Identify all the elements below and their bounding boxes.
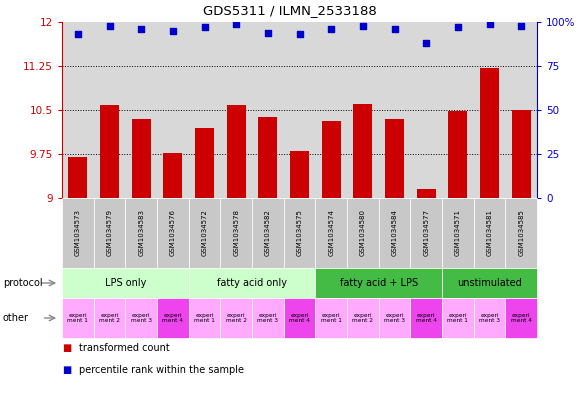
Text: ■: ■ bbox=[62, 343, 71, 353]
Bar bbox=[353, 104, 372, 198]
Text: GSM1034579: GSM1034579 bbox=[107, 209, 113, 257]
Bar bbox=[512, 110, 531, 198]
Text: protocol: protocol bbox=[3, 278, 42, 288]
Text: GSM1034578: GSM1034578 bbox=[233, 209, 239, 257]
Text: experi
ment 3: experi ment 3 bbox=[258, 313, 278, 323]
Text: GSM1034577: GSM1034577 bbox=[423, 209, 429, 257]
Bar bbox=[258, 117, 277, 198]
Text: experi
ment 1: experi ment 1 bbox=[447, 313, 468, 323]
Text: experi
ment 4: experi ment 4 bbox=[162, 313, 183, 323]
Point bbox=[73, 31, 82, 37]
Text: unstimulated: unstimulated bbox=[457, 278, 522, 288]
Text: GSM1034580: GSM1034580 bbox=[360, 209, 366, 257]
Point bbox=[200, 24, 209, 30]
Text: GSM1034571: GSM1034571 bbox=[455, 209, 461, 257]
Bar bbox=[164, 153, 182, 198]
Text: GSM1034575: GSM1034575 bbox=[296, 209, 303, 257]
Point bbox=[453, 24, 462, 30]
Bar bbox=[227, 105, 246, 198]
Text: experi
ment 1: experi ment 1 bbox=[321, 313, 342, 323]
Text: experi
ment 4: experi ment 4 bbox=[289, 313, 310, 323]
Text: GSM1034581: GSM1034581 bbox=[487, 209, 492, 257]
Text: other: other bbox=[3, 313, 29, 323]
Bar bbox=[100, 105, 119, 198]
Text: GSM1034583: GSM1034583 bbox=[138, 209, 144, 257]
Text: GSM1034574: GSM1034574 bbox=[328, 209, 334, 257]
Point bbox=[263, 29, 273, 36]
Point bbox=[517, 22, 526, 29]
Text: experi
ment 4: experi ment 4 bbox=[510, 313, 532, 323]
Text: fatty acid only: fatty acid only bbox=[217, 278, 287, 288]
Text: fatty acid + LPS: fatty acid + LPS bbox=[340, 278, 418, 288]
Bar bbox=[416, 189, 436, 198]
Text: transformed count: transformed count bbox=[79, 343, 170, 353]
Text: ■: ■ bbox=[62, 365, 71, 375]
Text: experi
ment 3: experi ment 3 bbox=[130, 313, 151, 323]
Point bbox=[327, 26, 336, 32]
Text: experi
ment 3: experi ment 3 bbox=[479, 313, 500, 323]
Text: percentile rank within the sample: percentile rank within the sample bbox=[79, 365, 244, 375]
Bar bbox=[68, 157, 88, 198]
Point bbox=[136, 26, 146, 32]
Text: GSM1034585: GSM1034585 bbox=[518, 209, 524, 257]
Bar bbox=[480, 68, 499, 198]
Text: experi
ment 3: experi ment 3 bbox=[384, 313, 405, 323]
Bar bbox=[290, 151, 309, 198]
Text: experi
ment 1: experi ment 1 bbox=[194, 313, 215, 323]
Text: experi
ment 2: experi ment 2 bbox=[226, 313, 246, 323]
Text: experi
ment 2: experi ment 2 bbox=[352, 313, 374, 323]
Bar bbox=[195, 128, 214, 198]
Text: experi
ment 1: experi ment 1 bbox=[67, 313, 88, 323]
Point bbox=[358, 22, 368, 29]
Text: experi
ment 4: experi ment 4 bbox=[416, 313, 437, 323]
Point bbox=[105, 22, 114, 29]
Bar bbox=[132, 119, 151, 198]
Bar bbox=[322, 121, 340, 198]
Point bbox=[168, 28, 177, 34]
Bar bbox=[448, 111, 467, 198]
Text: GSM1034576: GSM1034576 bbox=[170, 209, 176, 257]
Text: GSM1034582: GSM1034582 bbox=[265, 209, 271, 257]
Point bbox=[390, 26, 399, 32]
Point bbox=[295, 31, 304, 37]
Text: GSM1034573: GSM1034573 bbox=[75, 209, 81, 257]
Point bbox=[422, 40, 431, 46]
Point bbox=[231, 20, 241, 27]
Text: GSM1034584: GSM1034584 bbox=[392, 209, 397, 257]
Text: experi
ment 2: experi ment 2 bbox=[99, 313, 120, 323]
Point bbox=[485, 20, 494, 27]
Bar bbox=[385, 119, 404, 198]
Text: GDS5311 / ILMN_2533188: GDS5311 / ILMN_2533188 bbox=[203, 4, 377, 17]
Text: LPS only: LPS only bbox=[104, 278, 146, 288]
Text: GSM1034572: GSM1034572 bbox=[201, 209, 208, 257]
